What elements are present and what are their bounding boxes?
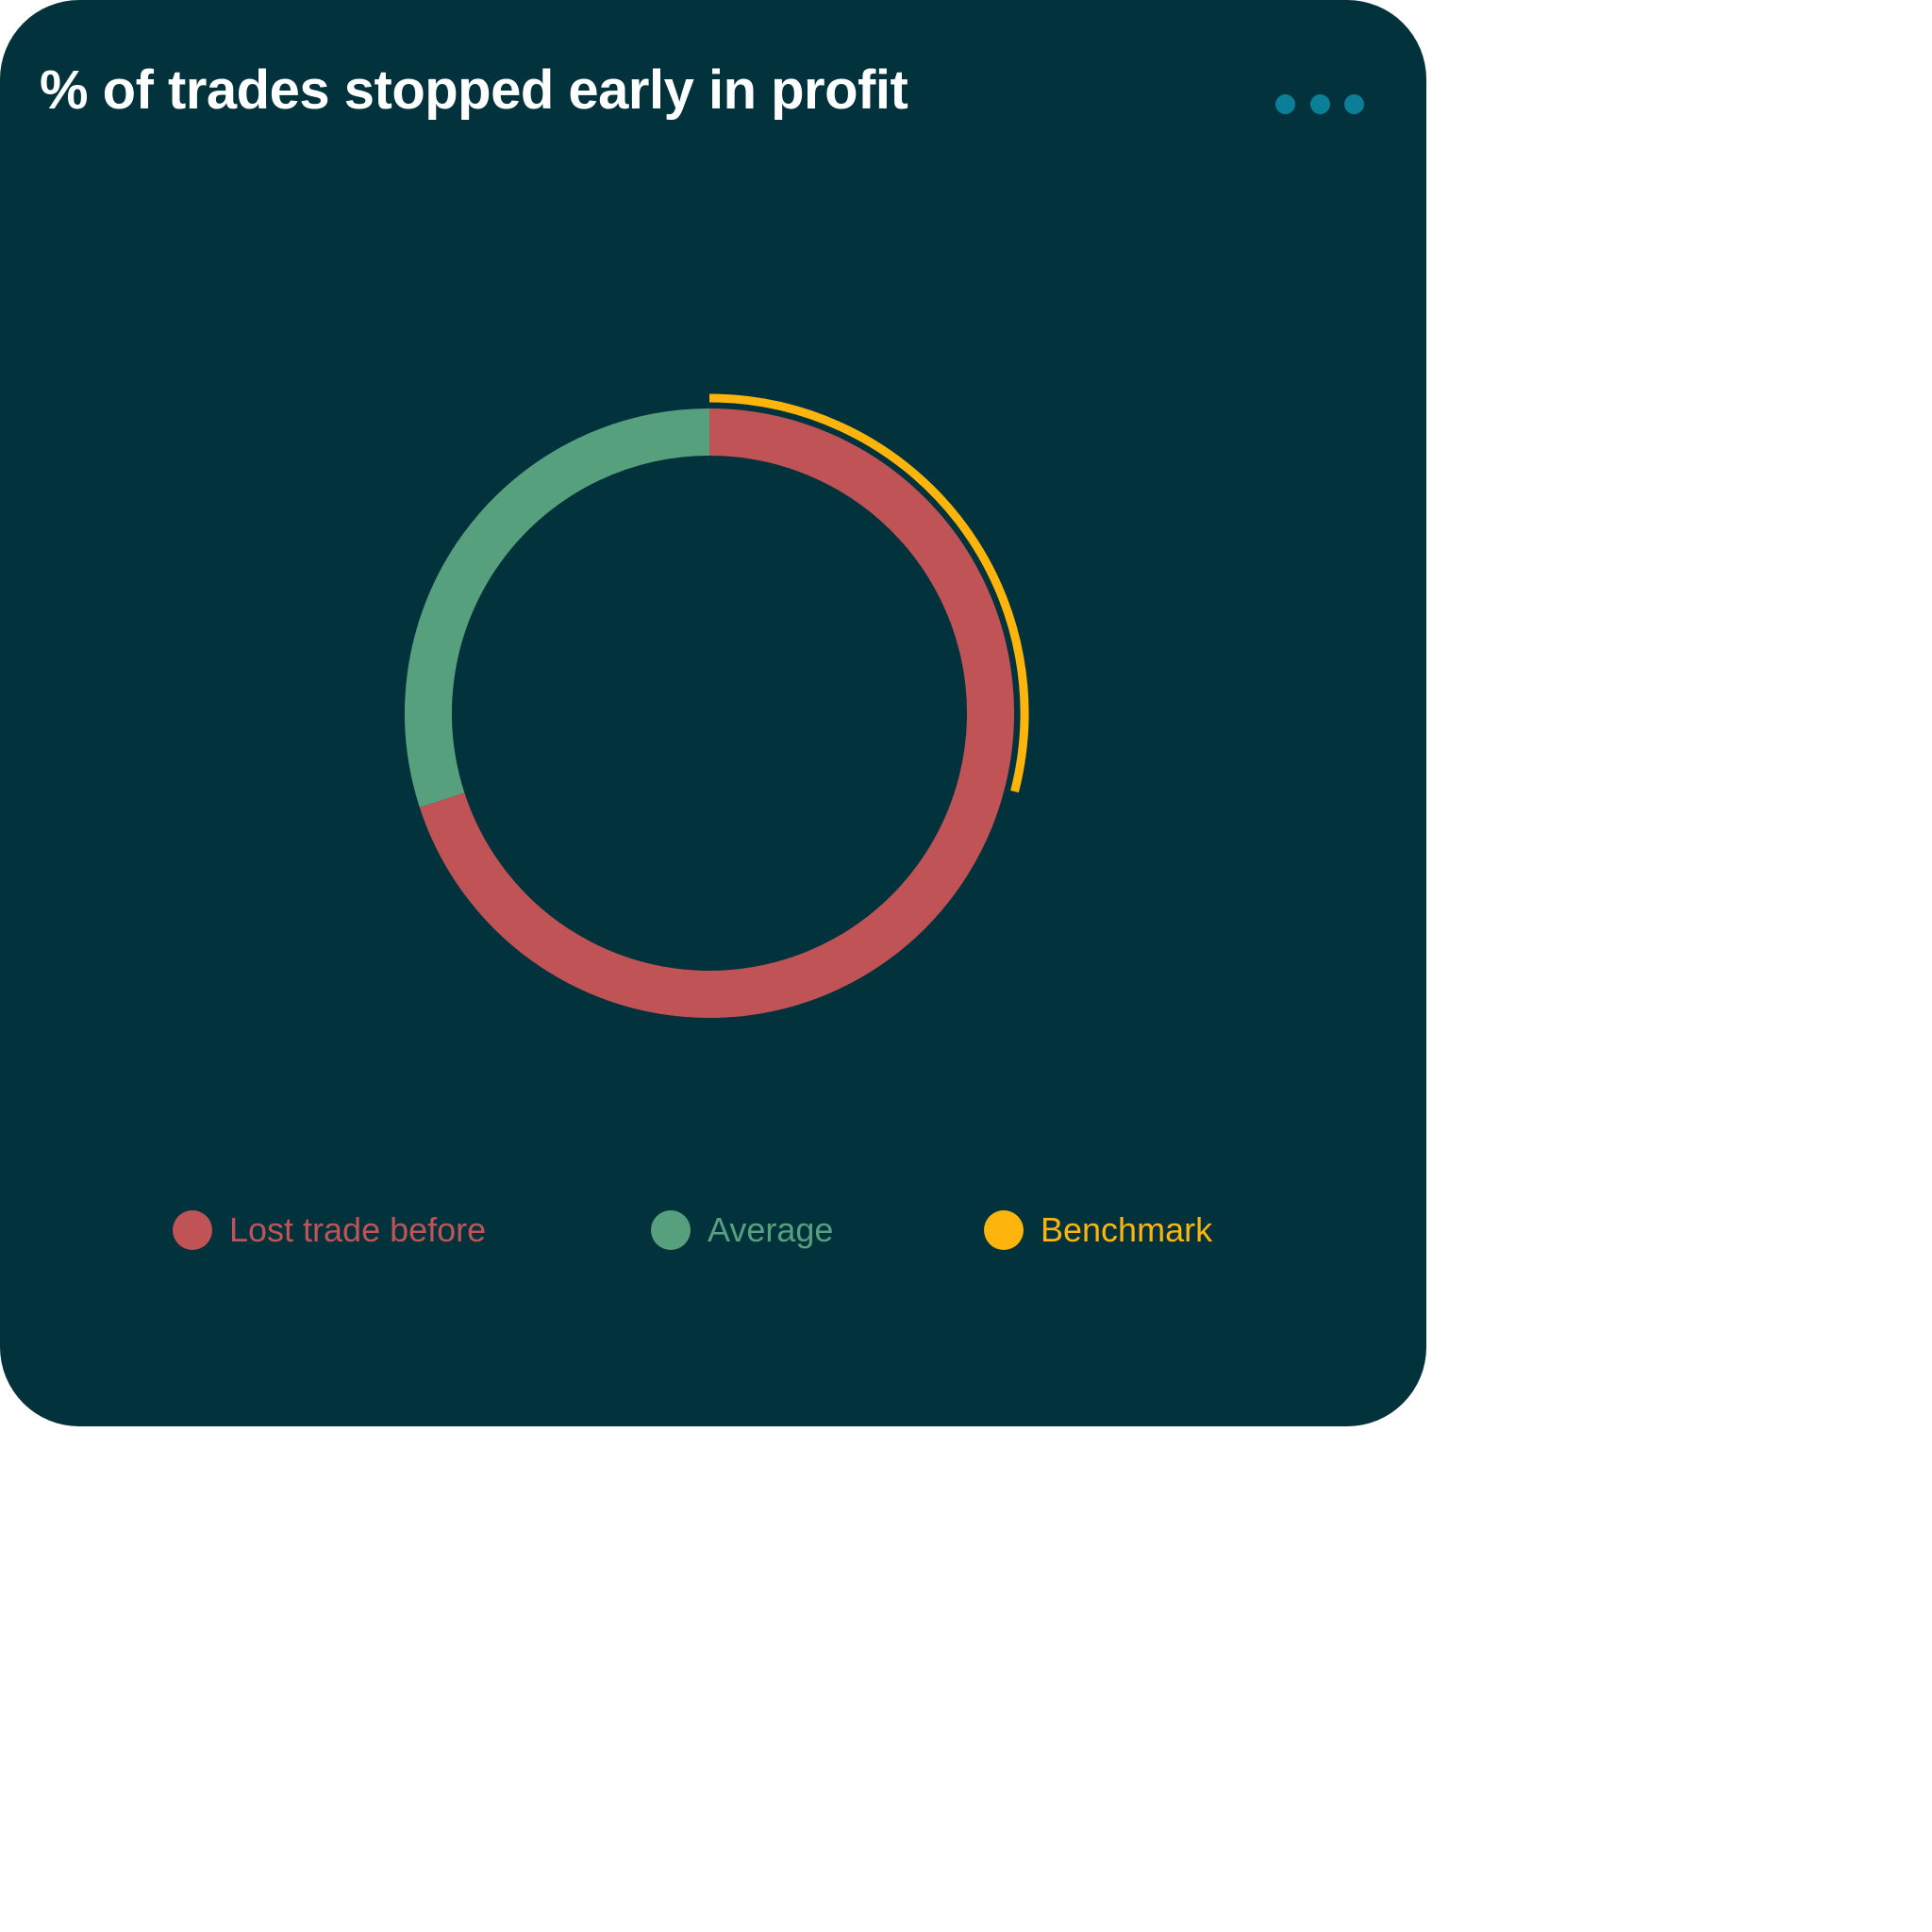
donut-slice-lost-trade-before	[419, 408, 1014, 1018]
benchmark-arc	[708, 393, 1029, 793]
legend-label-average: Average	[708, 1210, 834, 1249]
chart-card: % of trades stopped early in profit Lost…	[0, 0, 1426, 1426]
legend-item-average: Average	[651, 1209, 833, 1251]
chart-title: % of trades stopped early in profit	[40, 59, 908, 121]
donut-chart	[405, 393, 1029, 1018]
menu-dot-icon	[1275, 93, 1295, 114]
legend-label-lost-trade-before: Lost trade before	[229, 1210, 487, 1249]
legend-swatch-average	[651, 1210, 691, 1250]
menu-dot-icon	[1309, 93, 1330, 114]
more-options-button[interactable]	[1275, 87, 1364, 121]
legend-swatch-benchmark	[984, 1210, 1024, 1250]
legend-swatch-lost-trade-before	[173, 1210, 212, 1250]
menu-dot-icon	[1344, 93, 1364, 114]
donut-slice-average	[405, 408, 710, 808]
legend-item-benchmark: Benchmark	[984, 1209, 1212, 1251]
legend-item-lost-trade-before: Lost trade before	[173, 1209, 486, 1251]
legend-label-benchmark: Benchmark	[1041, 1210, 1213, 1249]
